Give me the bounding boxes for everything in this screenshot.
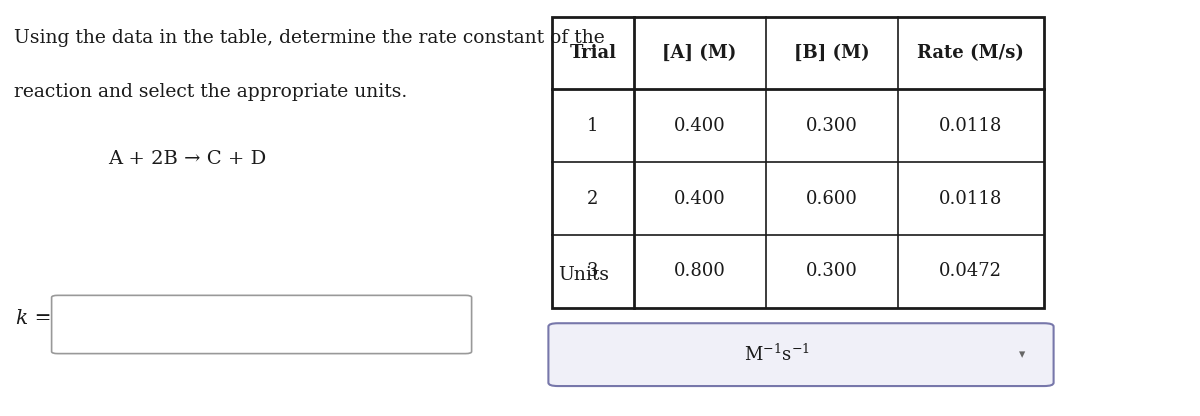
Text: $\mathregular{M^{-1}s^{-1}}$: $\mathregular{M^{-1}s^{-1}}$: [744, 344, 810, 365]
Text: 2: 2: [587, 190, 599, 208]
Text: [B] (M): [B] (M): [793, 44, 870, 62]
Text: 0.300: 0.300: [805, 262, 858, 280]
Text: Units: Units: [558, 266, 610, 284]
Text: reaction and select the appropriate units.: reaction and select the appropriate unit…: [14, 83, 408, 101]
Text: 0.400: 0.400: [673, 117, 726, 135]
Text: 0.300: 0.300: [805, 117, 858, 135]
Text: 0.400: 0.400: [673, 190, 726, 208]
FancyBboxPatch shape: [52, 295, 472, 354]
Text: 0.800: 0.800: [673, 262, 726, 280]
FancyBboxPatch shape: [548, 323, 1054, 386]
Text: Using the data in the table, determine the rate constant of the: Using the data in the table, determine t…: [14, 29, 605, 47]
Text: 0.0118: 0.0118: [940, 117, 1002, 135]
Text: Rate (M/s): Rate (M/s): [917, 44, 1025, 62]
Text: 0.0472: 0.0472: [940, 262, 1002, 280]
Text: [A] (M): [A] (M): [662, 44, 737, 62]
Text: 1: 1: [587, 117, 599, 135]
Text: 0.0118: 0.0118: [940, 190, 1002, 208]
Text: 3: 3: [587, 262, 599, 280]
Text: ▾: ▾: [1019, 348, 1026, 361]
Text: Trial: Trial: [569, 44, 617, 62]
Bar: [552, 17, 1044, 308]
Text: A + 2B → C + D: A + 2B → C + D: [108, 150, 266, 168]
Text: 0.600: 0.600: [805, 190, 858, 208]
Text: k =: k =: [16, 309, 52, 328]
